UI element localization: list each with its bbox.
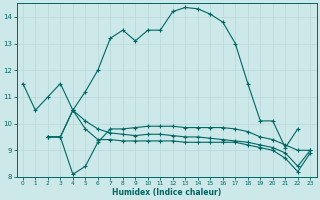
X-axis label: Humidex (Indice chaleur): Humidex (Indice chaleur) [112, 188, 221, 197]
